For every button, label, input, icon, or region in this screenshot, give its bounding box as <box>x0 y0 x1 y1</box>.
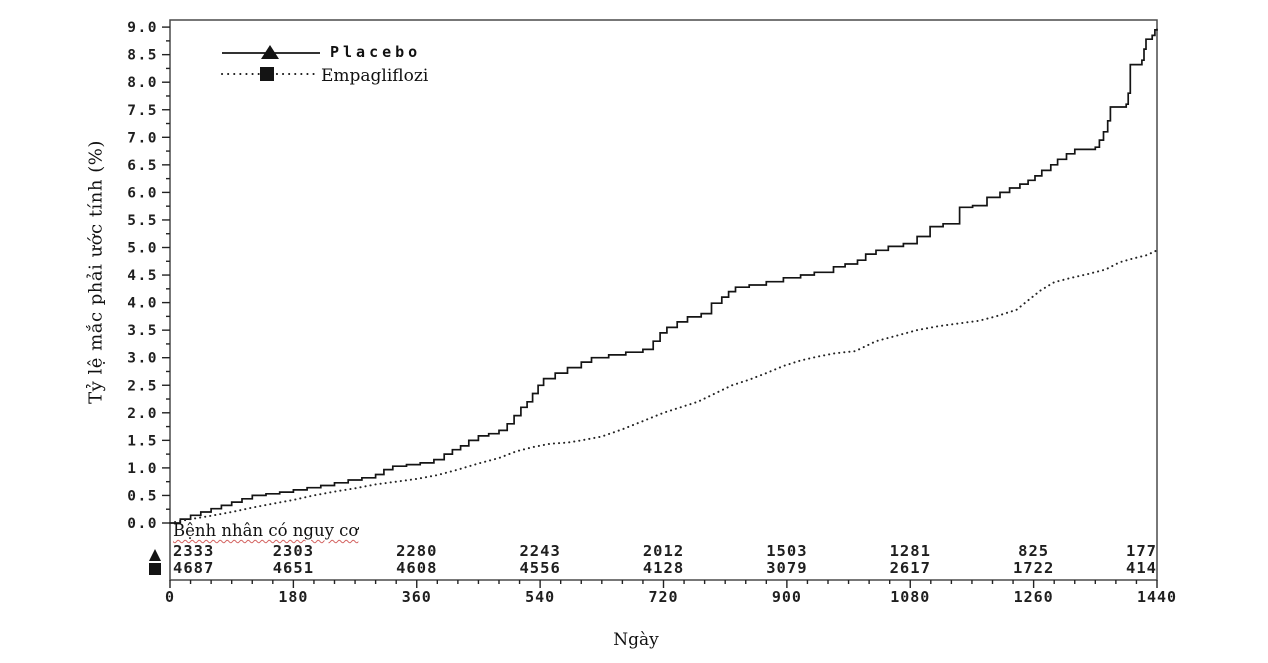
y-tick-label: 1.5 <box>127 433 158 449</box>
y-tick-label: 4.5 <box>127 268 158 284</box>
risk-count: 4608 <box>396 559 437 577</box>
y-tick-label: 5.5 <box>127 213 158 229</box>
risk-row-square-marker <box>149 563 161 575</box>
y-tick-label: 1.0 <box>127 461 158 477</box>
y-tick-label: 8.0 <box>127 75 158 91</box>
x-tick-label: 540 <box>525 588 555 606</box>
y-tick-label: 0.0 <box>127 516 158 532</box>
risk-count: 1281 <box>890 542 931 560</box>
risk-count: 3079 <box>766 559 807 577</box>
legend-label-empagliflozi: Empagliflozi <box>321 66 429 86</box>
x-tick-label: 900 <box>772 588 802 606</box>
risk-count: 2280 <box>396 542 437 560</box>
y-tick-label: 7.0 <box>127 130 158 146</box>
risk-count: 2617 <box>890 559 931 577</box>
x-tick-label: 720 <box>648 588 678 606</box>
y-tick-label: 3.5 <box>127 323 158 339</box>
y-tick-label: 5.0 <box>127 241 158 257</box>
x-tick-label: 0 <box>165 588 175 606</box>
y-tick-label: 3.0 <box>127 351 158 367</box>
risk-count: 177 <box>1126 542 1157 560</box>
plot-frame <box>169 19 1158 581</box>
x-axis-title: Ngày <box>613 630 659 650</box>
x-tick-label: 1080 <box>890 588 930 606</box>
risk-count: 414 <box>1126 559 1157 577</box>
risk-count: 2333 <box>173 542 214 560</box>
x-tick-label: 1440 <box>1137 588 1177 606</box>
risk-count: 2303 <box>273 542 314 560</box>
x-tick-label: 180 <box>278 588 308 606</box>
y-tick-label: 2.0 <box>127 406 158 422</box>
y-tick-label: 7.5 <box>127 103 158 119</box>
risk-count: 1722 <box>1013 559 1054 577</box>
empagliflozin-curve <box>169 249 1158 524</box>
x-tick-label: 360 <box>402 588 432 606</box>
risk-count: 1503 <box>766 542 807 560</box>
risk-count: 4687 <box>173 559 214 577</box>
y-tick-label: 8.5 <box>127 48 158 64</box>
risk-count: 2012 <box>643 542 684 560</box>
y-tick-label: 4.0 <box>127 296 158 312</box>
x-tick-label: 1260 <box>1014 588 1054 606</box>
y-tick-label: 2.5 <box>127 378 158 394</box>
y-tick-label: 9.0 <box>127 20 158 36</box>
legend-empagliflozin-square-marker <box>260 67 274 81</box>
legend-placebo-triangle-marker <box>261 45 279 59</box>
risk-count: 2243 <box>519 542 560 560</box>
risk-table-caption: Bệnh nhân có nguy cơ <box>173 521 359 540</box>
risk-count: 4556 <box>519 559 560 577</box>
risk-row-triangle-marker <box>149 549 161 561</box>
y-tick-label: 6.0 <box>127 185 158 201</box>
risk-count: 4651 <box>273 559 314 577</box>
risk-count: 825 <box>1018 542 1049 560</box>
placebo-curve <box>170 28 1158 524</box>
y-axis-title: Tỷ lệ mắc phải ước tính (%) <box>85 140 107 404</box>
risk-count: 4128 <box>643 559 684 577</box>
y-tick-label: 0.5 <box>127 488 158 504</box>
legend-label-placebo: Placebo <box>330 43 422 61</box>
y-tick-label: 6.5 <box>127 158 158 174</box>
